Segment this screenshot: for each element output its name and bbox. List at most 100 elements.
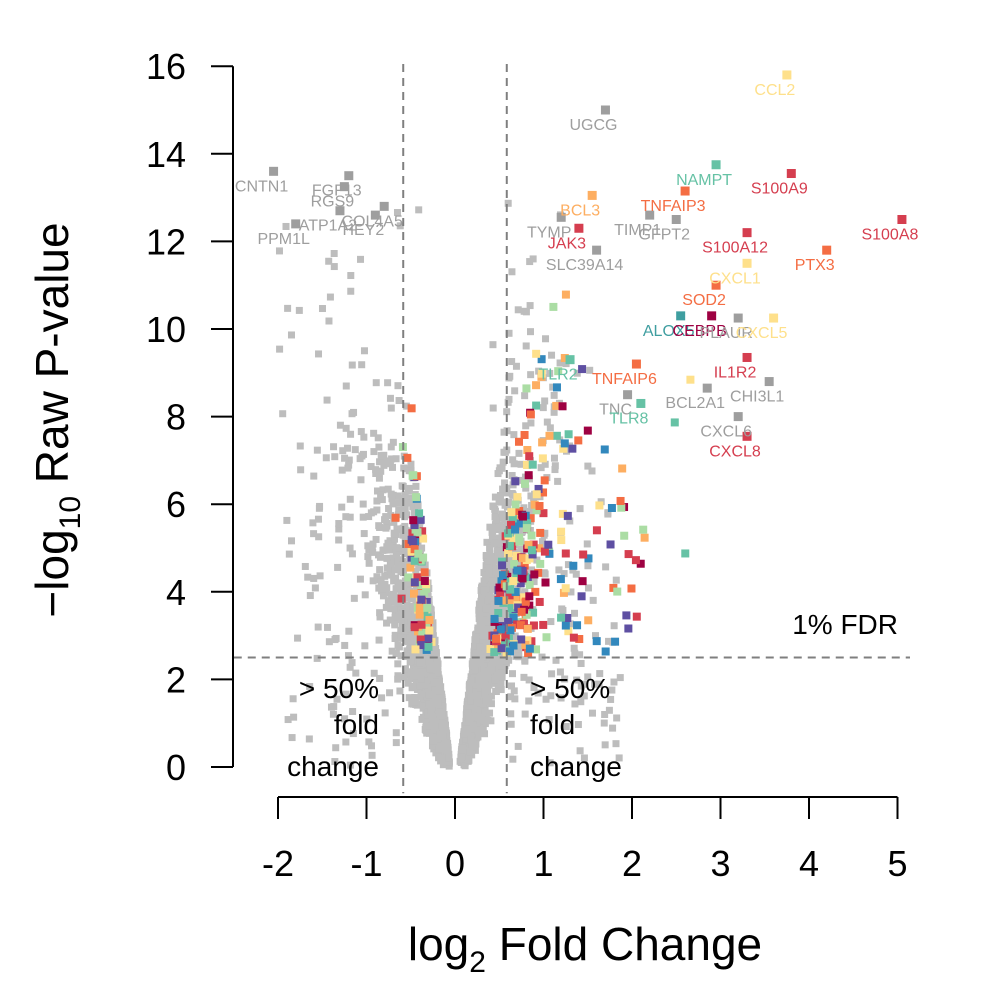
- data-point: [393, 209, 401, 217]
- data-point: [482, 605, 490, 613]
- data-point: [609, 724, 617, 732]
- highlight-point: [563, 511, 572, 520]
- data-point: [490, 662, 498, 670]
- data-point: [517, 545, 525, 553]
- data-point: [284, 716, 292, 724]
- data-point: [537, 464, 545, 472]
- highlight-point: [524, 471, 533, 480]
- data-point: [530, 578, 538, 586]
- data-point: [347, 287, 355, 295]
- data-point: [546, 369, 554, 377]
- data-point: [589, 596, 597, 604]
- highlight-point: [410, 578, 419, 587]
- highlight-point: [686, 375, 695, 384]
- highlight-point: [541, 578, 550, 587]
- data-point: [404, 679, 412, 687]
- data-point: [391, 535, 399, 543]
- highlight-point: [552, 383, 561, 392]
- data-point: [505, 498, 513, 506]
- data-point: [510, 460, 518, 468]
- highlight-point: [498, 571, 507, 580]
- data-point: [352, 669, 360, 677]
- highlight-point: [681, 549, 690, 558]
- data-point: [309, 519, 317, 527]
- data-point: [284, 304, 292, 312]
- data-point: [342, 382, 350, 390]
- data-point: [397, 568, 405, 576]
- data-point: [487, 610, 495, 618]
- data-point: [489, 658, 497, 666]
- data-point: [351, 446, 359, 454]
- data-point: [363, 715, 371, 723]
- data-point: [549, 383, 557, 391]
- labeled-point: [707, 311, 717, 321]
- data-point: [326, 293, 334, 301]
- data-point: [357, 255, 365, 263]
- data-point: [386, 689, 394, 697]
- data-point: [389, 554, 397, 562]
- data-point: [403, 647, 411, 655]
- data-point: [377, 491, 385, 499]
- data-point: [435, 687, 443, 695]
- highlight-point: [496, 589, 505, 598]
- highlight-point: [624, 624, 633, 633]
- data-point: [416, 682, 424, 690]
- data-point: [313, 654, 321, 662]
- data-point: [430, 717, 438, 725]
- data-point: [387, 546, 395, 554]
- data-point: [382, 603, 390, 611]
- labeled-point: [335, 206, 345, 216]
- data-point: [474, 690, 482, 698]
- data-point: [412, 595, 420, 603]
- highlight-point: [525, 644, 534, 653]
- data-point: [477, 663, 485, 671]
- gene-label: TNFAIP6: [592, 371, 657, 388]
- data-point: [356, 575, 364, 583]
- data-point: [397, 652, 405, 660]
- data-point: [469, 688, 477, 696]
- data-point: [488, 556, 496, 564]
- data-point: [391, 613, 399, 621]
- gene-label: COL4A5: [342, 213, 403, 230]
- data-point: [484, 716, 492, 724]
- data-point: [483, 538, 491, 546]
- highlight-point: [425, 626, 434, 635]
- data-point: [361, 591, 369, 599]
- highlight-point: [525, 554, 534, 563]
- data-point: [558, 605, 566, 613]
- gene-label: TLR8: [609, 410, 648, 427]
- data-point: [435, 681, 443, 689]
- data-point: [560, 570, 568, 578]
- data-point: [322, 454, 330, 462]
- data-point: [350, 594, 358, 602]
- data-point: [469, 724, 477, 732]
- data-point: [389, 438, 397, 446]
- data-point: [393, 525, 401, 533]
- data-point: [427, 707, 435, 715]
- labeled-point: [822, 245, 832, 255]
- data-point: [497, 679, 505, 687]
- data-point: [405, 635, 413, 643]
- labeled-point: [592, 245, 602, 255]
- gene-label: SLC39A14: [546, 257, 623, 274]
- highlight-point: [532, 506, 541, 515]
- data-point: [346, 513, 354, 521]
- highlight-point: [532, 490, 541, 499]
- data-point: [478, 582, 486, 590]
- data-point: [503, 563, 511, 571]
- labeled-point: [344, 171, 354, 181]
- labeled-point: [600, 105, 610, 115]
- data-point: [417, 692, 425, 700]
- labeled-point: [680, 186, 690, 196]
- labeled-point: [645, 210, 655, 220]
- data-point: [476, 656, 484, 664]
- data-point: [475, 676, 483, 684]
- data-point: [432, 650, 440, 658]
- data-point: [433, 669, 441, 677]
- gene-label: JAK3: [548, 235, 586, 252]
- data-point: [410, 632, 418, 640]
- data-point: [571, 609, 579, 617]
- highlight-point: [534, 484, 543, 493]
- highlight-point: [424, 642, 433, 651]
